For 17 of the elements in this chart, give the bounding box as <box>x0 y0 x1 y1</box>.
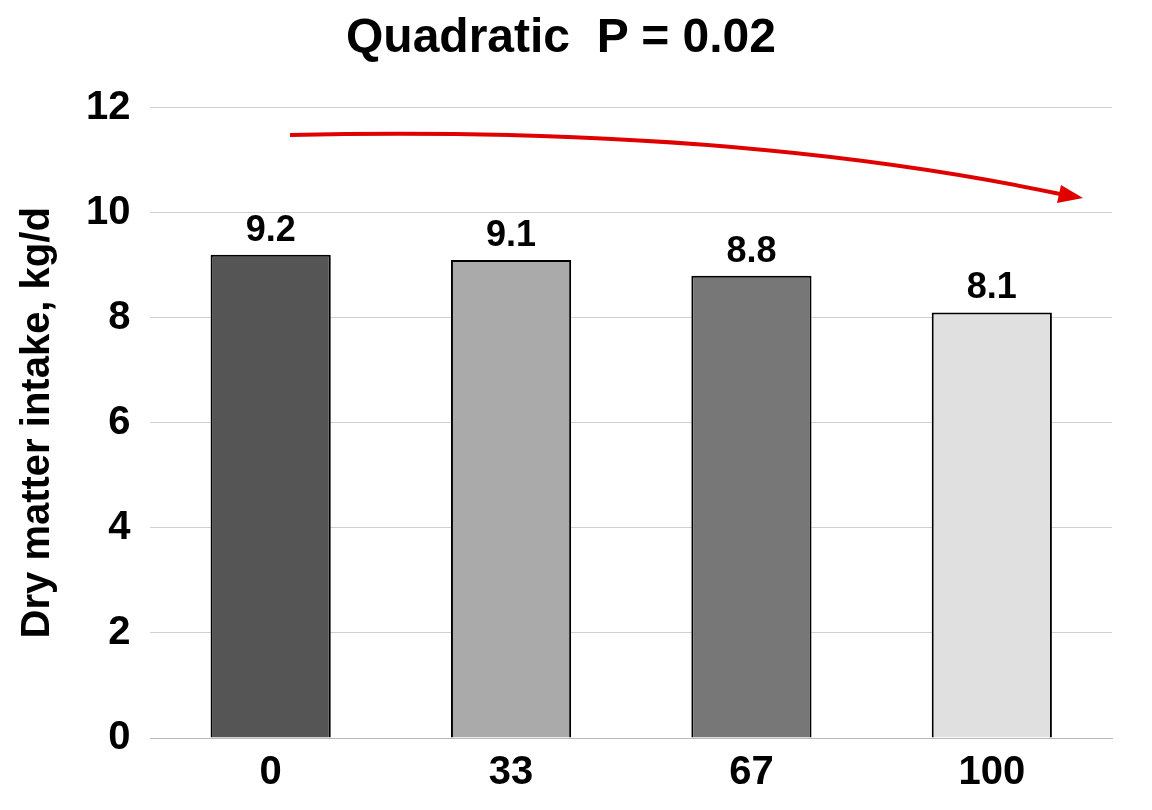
data-label: 9.1 <box>486 212 537 254</box>
y-tick-label: 8 <box>108 292 131 337</box>
data-label: 8.8 <box>726 228 777 270</box>
chart-title: Quadratic P = 0.02 <box>345 9 777 63</box>
y-tick-label: 10 <box>85 187 131 232</box>
x-tick-label: 33 <box>488 748 534 793</box>
x-tick-label: 0 <box>259 748 282 793</box>
y-tick-label: 12 <box>85 82 131 127</box>
y-tick-label: 6 <box>108 397 131 442</box>
x-tick-label: 100 <box>958 748 1026 793</box>
data-label: 8.1 <box>966 265 1017 307</box>
data-label: 9.2 <box>245 207 296 249</box>
y-tick-label: 4 <box>108 502 132 547</box>
y-tick-label: 0 <box>108 713 131 758</box>
x-tick-label: 67 <box>729 748 774 793</box>
y-tick-label: 2 <box>108 607 131 652</box>
y-axis-title: Dry matter intake, kg/d <box>13 207 58 639</box>
